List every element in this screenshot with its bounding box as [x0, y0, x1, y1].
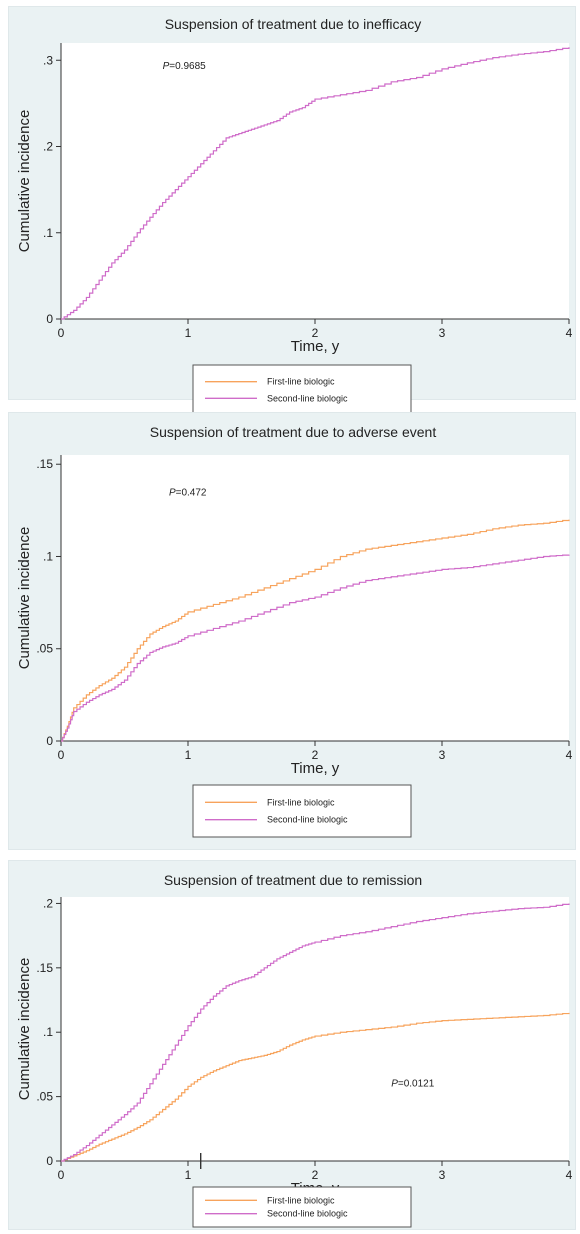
p-value-text: =0.0121	[398, 1078, 435, 1089]
y-tick-label: .05	[36, 642, 53, 656]
series-line-second-line-biologic	[61, 47, 570, 320]
x-tick-label: 1	[185, 1168, 192, 1182]
chart-panel-inefficacy: Suspension of treatment due to inefficac…	[8, 6, 576, 416]
p-value-annotation: P=0.0121	[391, 1078, 435, 1089]
p-value-text: =0.472	[176, 488, 207, 499]
y-tick-label: 0	[46, 1154, 53, 1168]
p-value-symbol: P	[169, 488, 176, 499]
chart-title: Suspension of treatment due to remission	[164, 872, 422, 888]
x-tick-label: 3	[439, 326, 446, 340]
chart-inefficacy: Suspension of treatment due to inefficac…	[16, 16, 573, 416]
series-line-second-line-biologic	[61, 903, 570, 1162]
legend-box	[192, 364, 412, 416]
p-value-annotation: P=0.472	[169, 488, 207, 499]
y-tick-label: .1	[43, 549, 53, 563]
x-tick-label: 1	[185, 326, 192, 340]
x-tick-label: 2	[312, 1168, 319, 1182]
series-line-second-line-biologic	[61, 554, 570, 742]
legend-label: Second-line biologic	[267, 1209, 348, 1219]
x-axis-label: Time, y	[291, 760, 340, 777]
y-tick-label: .3	[43, 53, 53, 67]
chart-title: Suspension of treatment due to inefficac…	[165, 16, 422, 32]
p-value-symbol: P	[391, 1078, 398, 1089]
chart-panel-remission: Suspension of treatment due to remission…	[8, 860, 576, 1230]
x-tick-label: 3	[439, 748, 446, 762]
legend-box	[192, 1186, 412, 1228]
chart-title: Suspension of treatment due to adverse e…	[150, 424, 437, 440]
x-tick-label: 0	[58, 1168, 65, 1182]
chart-adverse-event: Suspension of treatment due to adverse e…	[16, 424, 573, 838]
legend-label: First-line biologic	[267, 377, 335, 387]
x-tick-label: 4	[566, 1168, 573, 1182]
x-axis-label: Time, y	[291, 338, 340, 355]
y-axis-label: Cumulative incidence	[16, 958, 33, 1101]
y-tick-label: .2	[43, 896, 53, 910]
y-axis-label: Cumulative incidence	[16, 527, 33, 670]
chart-panel-adverse-event: Suspension of treatment due to adverse e…	[8, 412, 576, 850]
y-tick-label: .15	[36, 961, 53, 975]
series-line-first-line-biologic	[61, 519, 570, 742]
y-tick-label: .05	[36, 1090, 53, 1104]
y-tick-label: .1	[43, 226, 53, 240]
legend-label: First-line biologic	[267, 1195, 335, 1205]
legend-label: Second-line biologic	[267, 393, 348, 403]
x-tick-label: 2	[312, 748, 319, 762]
x-tick-label: 0	[58, 326, 65, 340]
x-tick-label: 4	[566, 748, 573, 762]
x-tick-label: 1	[185, 748, 192, 762]
legend-label: First-line biologic	[267, 797, 335, 807]
y-tick-label: .15	[36, 457, 53, 471]
p-value-symbol: P	[163, 61, 170, 72]
legend-box	[192, 784, 412, 838]
x-tick-label: 4	[566, 326, 573, 340]
y-tick-label: .1	[43, 1025, 53, 1039]
plot-area	[61, 897, 569, 1161]
chart-remission: Suspension of treatment due to remission…	[16, 872, 573, 1228]
x-tick-label: 3	[439, 1168, 446, 1182]
plot-area	[61, 43, 569, 319]
p-value-text: =0.9685	[169, 61, 206, 72]
y-axis-label: Cumulative incidence	[16, 110, 33, 253]
x-tick-label: 2	[312, 326, 319, 340]
series-line-first-line-biologic	[61, 1012, 570, 1162]
y-tick-label: 0	[46, 312, 53, 326]
legend-label: Second-line biologic	[267, 815, 348, 825]
y-tick-label: 0	[46, 734, 53, 748]
y-tick-label: .2	[43, 140, 53, 154]
x-tick-label: 0	[58, 748, 65, 762]
p-value-annotation: P=0.9685	[163, 61, 207, 72]
